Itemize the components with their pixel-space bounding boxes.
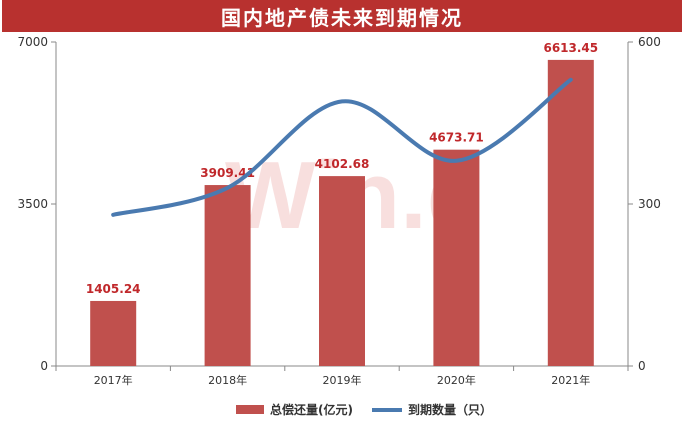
line-series	[111, 77, 573, 217]
legend-bar-label: 总偿还量(亿元)	[270, 402, 353, 417]
bar-value-label: 4673.71	[429, 131, 484, 145]
bar	[319, 176, 365, 366]
x-tick-label: 2021年	[551, 373, 590, 387]
bar	[90, 300, 137, 366]
bar-series: 1405.24 3909.41 4102.68 4673.71 6613.45	[86, 41, 598, 366]
bar-value-label: 6613.45	[543, 41, 598, 55]
bar-value-label: 1405.24	[86, 282, 141, 296]
bar	[547, 59, 594, 366]
bar	[204, 185, 251, 366]
legend: 总偿还量(亿元) 到期数量（只）	[236, 402, 492, 417]
x-tick-label: 2017年	[94, 373, 133, 387]
legend-line-label: 到期数量（只）	[408, 402, 492, 417]
legend-bar-swatch	[236, 405, 264, 414]
left-tick-label: 7000	[17, 35, 48, 49]
x-tick-label: 2019年	[323, 373, 362, 387]
right-tick-label: 0	[638, 359, 646, 373]
axes: 0 3500 7000 0 300 600 2017年 2018年 2019年 2020年 2021…	[17, 35, 660, 387]
right-tick-label: 300	[638, 197, 661, 211]
x-tick-label: 2020年	[437, 373, 476, 387]
left-tick-label: 3500	[17, 197, 48, 211]
x-tick-label: 2018年	[208, 373, 247, 387]
bar-value-label: 4102.68	[315, 157, 370, 171]
bar-value-label: 3909.41	[200, 166, 255, 180]
left-tick-label: 0	[40, 359, 48, 373]
right-tick-label: 600	[638, 35, 661, 49]
chart-title: 国内地产债未来到期情况	[2, 0, 682, 32]
bar	[433, 149, 480, 366]
series-line	[111, 77, 573, 217]
